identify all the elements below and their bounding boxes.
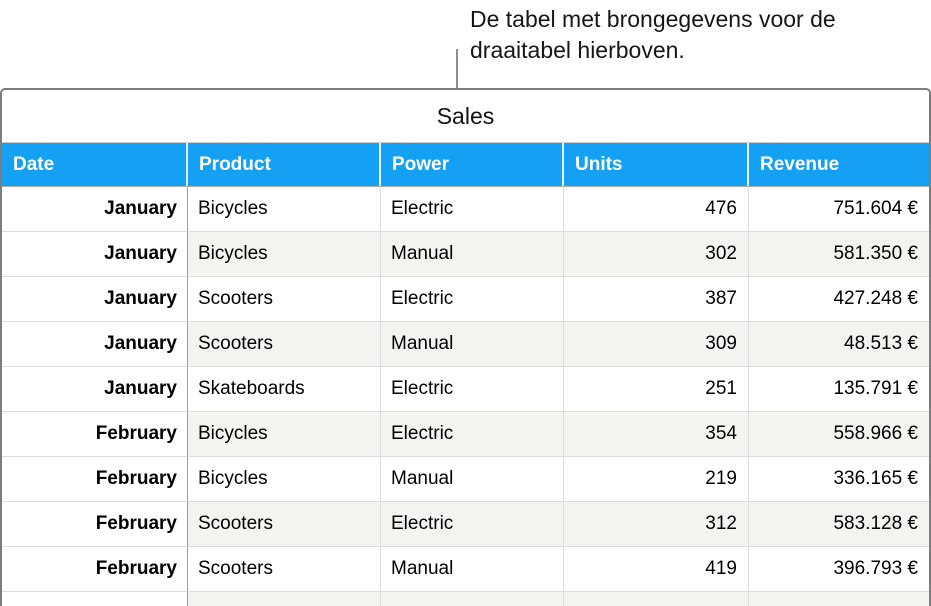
cell-power[interactable]: Electric xyxy=(381,412,564,457)
cell-units[interactable]: 387 xyxy=(564,277,749,322)
cell-revenue[interactable]: 396.793 € xyxy=(749,547,929,592)
cell-product[interactable]: Scooters xyxy=(188,547,381,592)
cell-power[interactable]: Manual xyxy=(381,457,564,502)
table-row: January Scooters Electric 387 427.248 € xyxy=(2,277,929,322)
table-header-row: Date Product Power Units Revenue xyxy=(2,143,929,187)
cell-product[interactable]: Scooters xyxy=(188,502,381,547)
cell-units[interactable]: 251 xyxy=(564,367,749,412)
cell-product[interactable]: Bicycles xyxy=(188,187,381,232)
cell-revenue[interactable]: 48.513 € xyxy=(749,322,929,367)
cell-product[interactable]: Skateboards xyxy=(188,367,381,412)
cell-power[interactable] xyxy=(381,592,564,606)
cell-date[interactable]: February xyxy=(2,547,188,592)
cell-product[interactable]: Bicycles xyxy=(188,457,381,502)
callout-text: De tabel met brongegevens voor de draait… xyxy=(470,4,836,66)
cell-product[interactable] xyxy=(188,592,381,606)
table-row: February Scooters Electric 312 583.128 € xyxy=(2,502,929,547)
cell-date[interactable]: February xyxy=(2,412,188,457)
table-row: January Bicycles Electric 476 751.604 € xyxy=(2,187,929,232)
cell-power[interactable]: Manual xyxy=(381,547,564,592)
cell-product[interactable]: Scooters xyxy=(188,322,381,367)
cell-date[interactable]: January xyxy=(2,367,188,412)
cell-revenue[interactable]: 558.966 € xyxy=(749,412,929,457)
cell-power[interactable]: Electric xyxy=(381,187,564,232)
cell-units[interactable]: 476 xyxy=(564,187,749,232)
cell-product[interactable]: Bicycles xyxy=(188,232,381,277)
cell-units[interactable]: 309 xyxy=(564,322,749,367)
table-row: February Bicycles Manual 219 336.165 € xyxy=(2,457,929,502)
cell-product[interactable]: Bicycles xyxy=(188,412,381,457)
table-row-partial xyxy=(2,592,929,606)
cell-power[interactable]: Electric xyxy=(381,367,564,412)
cell-date[interactable]: January xyxy=(2,322,188,367)
cell-power[interactable]: Manual xyxy=(381,322,564,367)
table-row: February Scooters Manual 419 396.793 € xyxy=(2,547,929,592)
cell-units[interactable]: 354 xyxy=(564,412,749,457)
cell-date[interactable]: January xyxy=(2,187,188,232)
cell-power[interactable]: Electric xyxy=(381,502,564,547)
cell-revenue[interactable]: 336.165 € xyxy=(749,457,929,502)
source-data-table: Sales Date Product Power Units Revenue Janua… xyxy=(0,88,931,606)
table-row: January Scooters Manual 309 48.513 € xyxy=(2,322,929,367)
cell-units[interactable]: 219 xyxy=(564,457,749,502)
cell-revenue[interactable]: 427.248 € xyxy=(749,277,929,322)
table-row: February Bicycles Electric 354 558.966 € xyxy=(2,412,929,457)
callout-connector-line xyxy=(456,49,458,88)
cell-power[interactable]: Manual xyxy=(381,232,564,277)
cell-revenue[interactable]: 751.604 € xyxy=(749,187,929,232)
callout-text-line1: De tabel met brongegevens voor de xyxy=(470,6,836,32)
cell-revenue[interactable] xyxy=(749,592,929,606)
table-title[interactable]: Sales xyxy=(2,90,929,143)
table-body: January Bicycles Electric 476 751.604 € Janua… xyxy=(2,187,929,606)
cell-date[interactable]: February xyxy=(2,502,188,547)
column-header-power[interactable]: Power xyxy=(381,143,564,186)
cell-units[interactable] xyxy=(564,592,749,606)
table-row: January Bicycles Manual 302 581.350 € xyxy=(2,232,929,277)
table-row: January Skateboards Electric 251 135.791 € xyxy=(2,367,929,412)
cell-date[interactable]: February xyxy=(2,457,188,502)
cell-revenue[interactable]: 583.128 € xyxy=(749,502,929,547)
cell-revenue[interactable]: 135.791 € xyxy=(749,367,929,412)
cell-date[interactable]: January xyxy=(2,277,188,322)
cell-date[interactable] xyxy=(2,592,188,606)
callout-text-line2: draaitabel hierboven. xyxy=(470,37,685,63)
cell-units[interactable]: 302 xyxy=(564,232,749,277)
cell-units[interactable]: 419 xyxy=(564,547,749,592)
cell-product[interactable]: Scooters xyxy=(188,277,381,322)
column-header-date[interactable]: Date xyxy=(2,143,188,186)
column-header-revenue[interactable]: Revenue xyxy=(760,153,840,175)
column-header-units[interactable]: Units xyxy=(564,143,749,186)
column-header-product[interactable]: Product xyxy=(188,143,381,186)
cell-revenue[interactable]: 581.350 € xyxy=(749,232,929,277)
cell-units[interactable]: 312 xyxy=(564,502,749,547)
cell-power[interactable]: Electric xyxy=(381,277,564,322)
cell-date[interactable]: January xyxy=(2,232,188,277)
